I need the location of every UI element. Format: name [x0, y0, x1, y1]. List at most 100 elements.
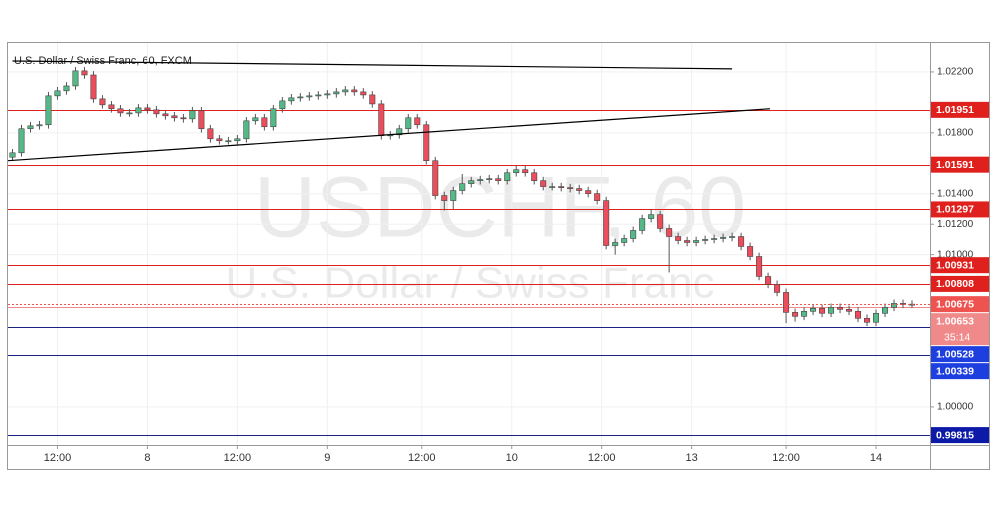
price-label: 1.01591	[936, 159, 974, 171]
candle-body	[351, 89, 358, 93]
candle-body	[81, 70, 88, 76]
candle-body	[63, 85, 70, 92]
candle-body	[396, 128, 403, 136]
candle-body	[765, 276, 772, 285]
candle-body	[675, 236, 682, 241]
watermark-subtitle: U.S. Dollar / Swiss Franc	[226, 259, 715, 308]
candle-body	[324, 93, 331, 96]
candle-body	[558, 186, 565, 188]
price-label: 1.00675	[936, 298, 974, 310]
candle-body	[810, 307, 817, 312]
candle-body	[585, 190, 592, 194]
x-tick-label: 8	[144, 452, 150, 464]
candle-body	[45, 95, 52, 126]
x-tick-label: 12:00	[44, 452, 72, 464]
candle-body	[801, 311, 808, 317]
candle-body	[603, 200, 610, 246]
candle-body	[657, 214, 664, 229]
candle-body	[549, 186, 556, 188]
candle-body	[405, 117, 412, 130]
price-label-bg	[931, 296, 989, 313]
candle-body	[36, 124, 43, 127]
candle-body	[207, 128, 214, 140]
price-label: 1.00528	[936, 348, 974, 360]
y-tick-label: 1.01800	[937, 127, 974, 138]
candle-body	[756, 256, 763, 277]
candle-body	[180, 117, 187, 120]
candle-body	[504, 172, 511, 181]
candle-body	[360, 91, 367, 96]
y-tick-label: 1.01200	[937, 219, 974, 230]
price-label-bg	[931, 427, 989, 444]
candle-body	[189, 110, 196, 120]
candle-body	[333, 91, 340, 95]
watermark: USDCHF, 60	[254, 160, 746, 256]
candle-body	[882, 307, 889, 314]
candle-body	[477, 179, 484, 181]
candle-body	[837, 307, 844, 310]
y-tick-label: 1.02200	[937, 67, 974, 78]
price-label-bg	[931, 257, 989, 274]
frame	[7, 42, 990, 470]
candle-body	[630, 230, 637, 239]
candle-body	[828, 307, 835, 314]
candle-body	[639, 218, 646, 231]
trend-line	[12, 60, 733, 70]
candle-body	[99, 98, 106, 106]
price-label-bg	[931, 363, 989, 380]
candle-body	[576, 188, 583, 191]
candle-body	[54, 90, 61, 97]
price-label: 1.00931	[936, 259, 974, 271]
x-tick-label: 12:00	[588, 452, 616, 464]
candle-body	[495, 178, 502, 181]
candle-body	[126, 112, 133, 115]
candle-body	[306, 95, 313, 98]
candle-body	[666, 228, 673, 237]
candle-body	[855, 311, 862, 319]
candle-body	[513, 169, 520, 174]
candle-body	[234, 138, 241, 142]
price-label: 1.00808	[936, 278, 974, 290]
candle-body	[108, 104, 115, 110]
candle-body	[702, 239, 709, 241]
x-tick-label: 14	[870, 452, 882, 464]
candle-body	[522, 169, 529, 174]
candle-body	[432, 160, 439, 196]
candle-body	[729, 236, 736, 238]
countdown-label: 35:14	[944, 331, 970, 343]
candle-body	[153, 109, 160, 115]
candle-body	[9, 152, 16, 158]
x-tick-label: 12:00	[224, 452, 252, 464]
x-tick-label: 9	[324, 452, 330, 464]
candle-body	[270, 108, 277, 128]
candle-body	[288, 97, 295, 102]
candle-body	[648, 214, 655, 219]
price-label: 1.01297	[936, 204, 974, 216]
candle-body	[711, 238, 718, 240]
candle-body	[891, 303, 898, 308]
candle-body	[225, 140, 232, 143]
x-tick-label: 12:00	[772, 452, 800, 464]
price-label-bg	[931, 346, 989, 363]
x-tick-label: 12:00	[408, 452, 436, 464]
y-tick-label: 1.00000	[937, 402, 974, 413]
candle-body	[486, 178, 493, 180]
x-tick-label: 13	[686, 452, 698, 464]
candle-body	[315, 94, 322, 97]
candle-body	[162, 113, 169, 117]
price-label-bg	[931, 275, 989, 292]
candle-body	[144, 107, 151, 111]
candle-body	[684, 240, 691, 243]
candle-body	[135, 107, 142, 114]
candle-body	[342, 89, 349, 93]
trend-line	[7, 108, 770, 162]
candle-body	[243, 120, 250, 140]
candle-body	[774, 284, 781, 293]
candle-body	[378, 103, 385, 137]
candle-body	[531, 172, 538, 181]
candle-body	[18, 128, 25, 154]
candle-body	[279, 100, 286, 110]
price-label-bg	[931, 156, 989, 173]
candle-body	[846, 309, 853, 312]
